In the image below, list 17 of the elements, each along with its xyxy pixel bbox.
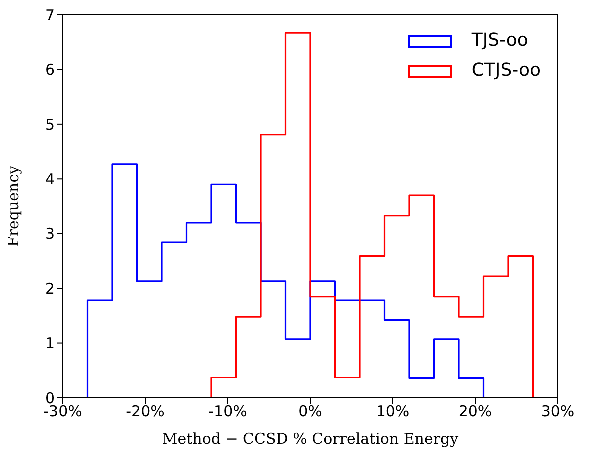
legend-label: TJS-oo	[472, 29, 528, 53]
y-tick-label: 1	[45, 334, 55, 353]
x-axis-title: Method − CCSD % Correlation Energy	[162, 430, 460, 448]
x-tick-label: 20%	[458, 402, 492, 421]
x-tick-label: 30%	[541, 402, 575, 421]
x-tick-label: -10%	[208, 402, 248, 421]
legend-label: CTJS-oo	[472, 59, 541, 83]
x-tick-label: 10%	[376, 402, 410, 421]
y-tick-label: 5	[45, 116, 55, 134]
x-tick-label: 0%	[298, 402, 322, 421]
y-tick-label: 6	[45, 61, 55, 80]
y-tick-label: 4	[45, 170, 55, 188]
y-tick-label: 7	[45, 6, 55, 24]
y-tick-label: 3	[45, 225, 55, 244]
x-tick-label: -20%	[126, 402, 165, 421]
y-tick-label: 2	[45, 280, 55, 298]
x-tick-label: -30%	[44, 402, 82, 421]
